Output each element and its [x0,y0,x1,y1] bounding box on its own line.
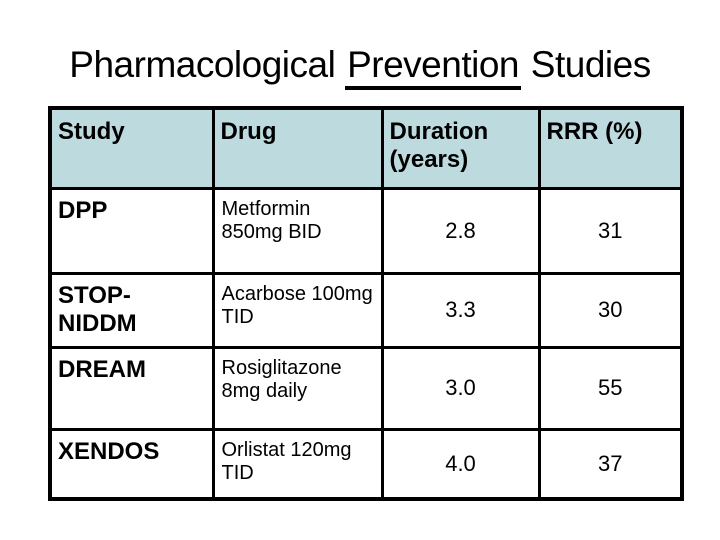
column-header-duration: Duration (years) [380,106,541,190]
study-name-cell: XENDOS [48,427,215,501]
page-title: Pharmacological Prevention Studies [0,42,720,90]
prevention-studies-table: Study Drug Duration (years) RRR (%) DPP … [48,106,684,501]
table-header-row: Study Drug Duration (years) RRR (%) [48,106,684,190]
duration-cell: 3.0 [380,345,541,431]
title-text-underlined: Prevention [345,44,521,90]
duration-cell: 2.8 [380,186,541,275]
table-row: DPP Metformin 850mg BID 2.8 31 [48,186,684,275]
drug-cell: Acarbose 100mg TID [211,271,384,349]
rrr-cell: 31 [537,186,684,275]
rrr-cell: 37 [537,427,684,501]
table-row: STOP- NIDDM Acarbose 100mg TID 3.3 30 [48,271,684,349]
study-name-cell: DREAM [48,345,215,431]
column-header-rrr: RRR (%) [537,106,684,190]
table-row: DREAM Rosiglitazone 8mg daily 3.0 55 [48,345,684,431]
title-text-before: Pharmacological [69,44,346,85]
rrr-cell: 55 [537,345,684,431]
study-name-cell: STOP- NIDDM [48,271,215,349]
rrr-cell: 30 [537,271,684,349]
study-name-cell: DPP [48,186,215,275]
drug-cell: Metformin 850mg BID [211,186,384,275]
column-header-drug: Drug [211,106,384,190]
drug-cell: Rosiglitazone 8mg daily [211,345,384,431]
duration-cell: 3.3 [380,271,541,349]
duration-cell: 4.0 [380,427,541,501]
title-text-after: Studies [521,44,651,85]
column-header-study: Study [48,106,215,190]
table-row: XENDOS Orlistat 120mg TID 4.0 37 [48,427,684,501]
drug-cell: Orlistat 120mg TID [211,427,384,501]
